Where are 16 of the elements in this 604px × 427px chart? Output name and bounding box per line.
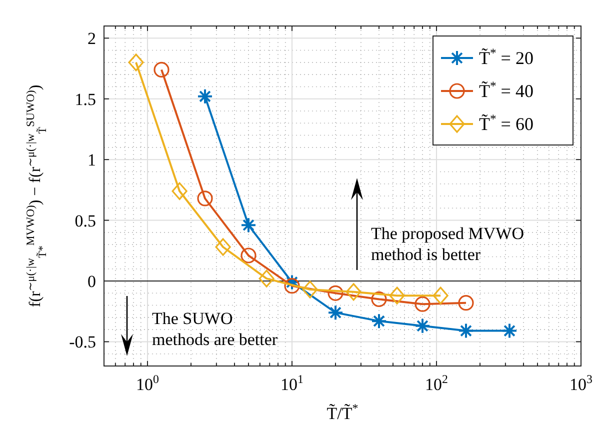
y-tick-label: 0.5 xyxy=(74,211,96,230)
x-tick-label: 10$^{3}$ xyxy=(570,372,593,394)
y-tick-label: 1 xyxy=(88,150,96,170)
legend-label: T̃$^{*}$ = 40 xyxy=(479,79,534,101)
annotation: The SUWO methods are better xyxy=(152,309,278,349)
x-axis-title: T̃/T̃$^{*}$ xyxy=(326,401,358,423)
annotation: The proposed MVWO method is better xyxy=(371,224,524,264)
x-tick-label: 10$^{0}$ xyxy=(136,372,160,394)
x-tick-label: 10$^{2}$ xyxy=(425,372,448,394)
x-tick-label: 10$^{1}$ xyxy=(280,372,304,394)
y-tick-label: 0 xyxy=(88,272,96,291)
y-tick-label: 1.5 xyxy=(74,90,96,109)
y-tick-label: 2 xyxy=(88,29,96,48)
legend-label: T̃$^{*}$ = 20 xyxy=(479,46,534,68)
y-tick-label: -0.5 xyxy=(69,332,96,352)
legend-label: T̃$^{*}$ = 60 xyxy=(479,112,534,134)
